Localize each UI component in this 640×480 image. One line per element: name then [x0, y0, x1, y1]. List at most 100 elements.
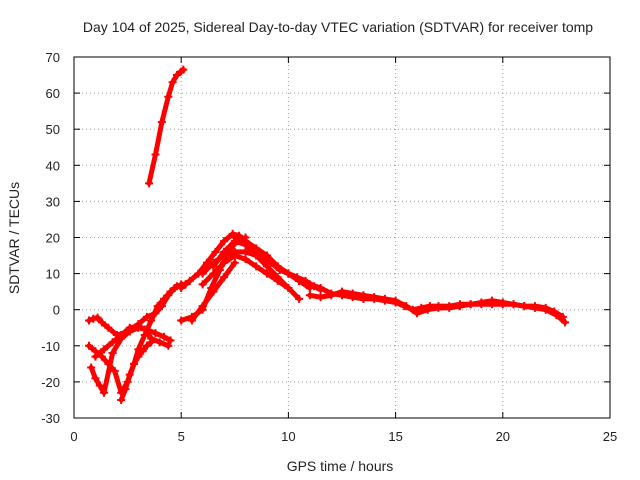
data-point: [93, 313, 102, 322]
x-axis-label: GPS time / hours: [287, 458, 394, 474]
series-track-m: [305, 287, 569, 327]
data-point: [509, 300, 518, 309]
data-point: [100, 388, 109, 397]
data-point: [166, 287, 175, 296]
data-point: [209, 269, 218, 278]
data-point: [151, 329, 160, 338]
data-point: [327, 291, 336, 300]
data-point: [552, 311, 561, 320]
data-point: [142, 341, 151, 350]
data-point: [168, 78, 177, 87]
data-point: [295, 276, 304, 285]
data-point: [305, 291, 314, 300]
data-point: [138, 347, 147, 356]
series-track-j: [198, 251, 293, 293]
data-point: [117, 330, 126, 339]
data-point: [252, 251, 261, 260]
data-point: [198, 280, 207, 289]
data-point: [455, 302, 464, 311]
y-axis-label: SDTVAR / TECUs: [6, 182, 22, 294]
data-point: [140, 325, 149, 334]
data-point: [198, 302, 207, 311]
data-point: [477, 298, 486, 307]
data-point: [185, 276, 194, 285]
data-point: [220, 273, 229, 282]
data-point: [142, 312, 151, 321]
grid-lines: [74, 57, 610, 418]
y-tick-label: -20: [41, 375, 60, 390]
data-point: [177, 316, 186, 325]
data-point: [160, 332, 169, 341]
data-point: [85, 316, 94, 325]
data-point: [151, 150, 160, 159]
data-point: [97, 318, 106, 327]
y-tick-label: 20: [46, 231, 60, 246]
data-point: [157, 117, 166, 126]
data-point: [108, 338, 117, 347]
data-points: [85, 65, 569, 404]
data-point: [147, 338, 156, 347]
data-point: [130, 359, 139, 368]
data-point: [220, 258, 229, 267]
data-point: [153, 302, 162, 311]
x-tick-label: 5: [178, 429, 185, 444]
data-point: [402, 302, 411, 311]
data-point: [104, 323, 113, 332]
data-point: [348, 289, 357, 298]
data-point: [295, 294, 304, 303]
data-point: [134, 352, 143, 361]
data-point: [160, 294, 169, 303]
data-point: [230, 251, 239, 260]
data-point: [338, 287, 346, 296]
data-point: [466, 300, 475, 309]
data-point: [423, 305, 432, 314]
data-point: [241, 247, 250, 256]
data-point: [209, 287, 218, 296]
data-point: [209, 262, 218, 271]
data-point: [100, 345, 109, 354]
y-tick-label: 60: [46, 86, 60, 101]
data-point: [284, 284, 293, 293]
data-point: [316, 284, 325, 293]
data-point: [241, 237, 250, 246]
data-point: [125, 370, 134, 379]
data-point: [391, 296, 400, 305]
data-point: [445, 303, 454, 312]
y-tick-label: 30: [46, 194, 60, 209]
series-track-e: [117, 338, 156, 404]
data-point: [121, 385, 130, 394]
data-point: [316, 293, 325, 302]
data-point: [230, 258, 239, 267]
chart-title: Day 104 of 2025, Sidereal Day-to-day VTE…: [83, 19, 593, 35]
data-point: [211, 247, 220, 256]
series-trace: [92, 323, 171, 360]
data-point: [220, 247, 229, 256]
data-point: [179, 65, 188, 74]
data-point: [85, 341, 94, 350]
y-tick-label: -10: [41, 339, 60, 354]
data-point: [262, 262, 271, 271]
data-point: [560, 318, 569, 327]
y-tick-label: 50: [46, 122, 60, 137]
data-point: [252, 244, 261, 253]
data-point: [108, 349, 117, 358]
data-point: [91, 374, 100, 383]
data-point: [95, 381, 104, 390]
data-point: [172, 71, 181, 80]
y-tick-label: 10: [46, 267, 60, 282]
data-point: [305, 280, 314, 289]
y-tick-label: 0: [53, 303, 60, 318]
series-track-d: [91, 321, 173, 361]
data-point: [359, 291, 368, 300]
data-point: [284, 269, 293, 278]
data-point: [498, 298, 507, 307]
data-point: [530, 303, 539, 312]
y-tick-label: 40: [46, 158, 60, 173]
data-point: [177, 284, 186, 293]
data-point: [220, 237, 229, 246]
data-point: [134, 321, 143, 330]
data-point: [117, 395, 126, 404]
data-point: [164, 92, 173, 101]
series-track-g: [187, 258, 239, 325]
